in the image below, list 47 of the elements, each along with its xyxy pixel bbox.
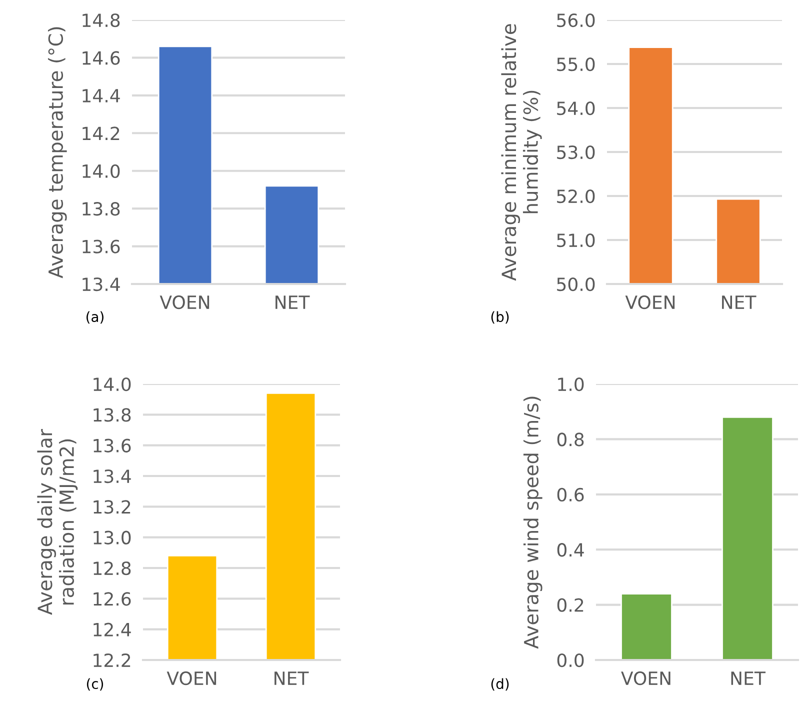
y-axis-title: Average minimum relative humidity (%) (501, 24, 542, 281)
y-tick-label: 51.0 (557, 233, 595, 248)
text: (d) (491, 678, 509, 691)
y-tick-label: 13.2 (94, 500, 130, 514)
y-tick-label: 14.2 (82, 126, 120, 140)
y-tick-label: 13.8 (94, 408, 131, 422)
y-tick-label: 0.8 (557, 432, 584, 446)
y-axis-title: Average daily solar radiation (MJ/m2) (37, 428, 78, 615)
y-tick-label: 14.4 (82, 89, 120, 102)
y-tick-label: 0.2 (557, 598, 584, 612)
x-tick-label: VOEN (625, 295, 675, 310)
x-tick-label: VOEN (160, 295, 210, 310)
y-axis-title: Average temperature (°C) (48, 27, 67, 278)
y-tick-label: 53.0 (557, 145, 595, 160)
y-tick-label: 14.0 (94, 377, 131, 392)
text: (c) (86, 678, 104, 691)
y-tick-label: 13.6 (82, 240, 120, 254)
y-tick-label: 12.2 (94, 653, 130, 667)
y-tick-label: 12.6 (94, 592, 131, 606)
x-tick-label: VOEN (621, 671, 670, 686)
x-tick-label: VOEN (166, 671, 216, 686)
y-tick-label: 13.4 (82, 277, 120, 292)
y-tick-label: 1.0 (558, 377, 584, 392)
y-tick-label: 50.0 (557, 277, 595, 292)
y-tick-label: 52.0 (557, 189, 595, 204)
y-tick-label: 13.8 (82, 202, 120, 216)
y-tick-label: 13.0 (94, 530, 131, 544)
x-tick-label: NET (722, 296, 756, 309)
y-tick-label: 54.0 (557, 101, 595, 116)
text: (a) (86, 311, 104, 324)
y-tick-label: 14.8 (82, 13, 120, 28)
text: (b) (491, 311, 509, 324)
y-tick-label: 13.4 (94, 469, 131, 484)
y-axis-title: Average wind speed (m/s) (523, 396, 542, 649)
x-tick-label: NET (276, 296, 310, 309)
y-tick-label: 56.0 (557, 13, 595, 28)
y-tick-label: 13.6 (94, 438, 131, 452)
y-tick-label: 12.8 (94, 561, 131, 576)
y-tick-label: 14.6 (82, 51, 120, 65)
y-tick-label: 0.6 (557, 488, 584, 502)
y-tick-label: 12.4 (94, 622, 131, 636)
x-tick-label: NET (731, 672, 766, 685)
y-tick-label: 14.0 (82, 164, 120, 178)
x-tick-label: NET (274, 672, 309, 685)
y-tick-label: 0.0 (557, 653, 584, 668)
y-tick-label: 55.0 (557, 57, 595, 72)
y-tick-label: 0.4 (557, 543, 584, 557)
